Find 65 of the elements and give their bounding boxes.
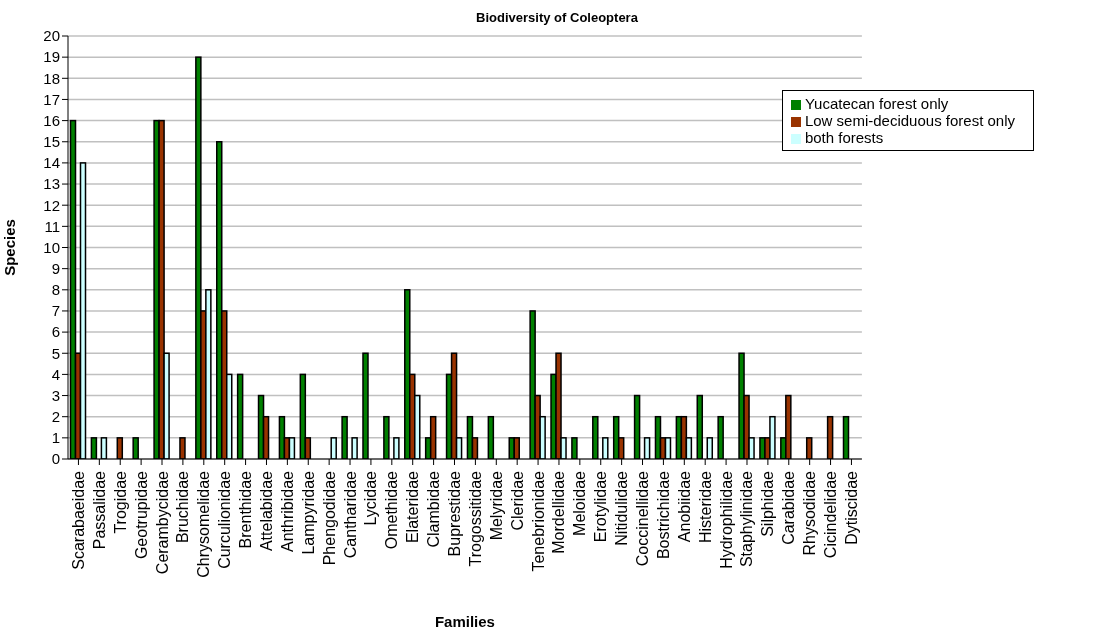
x-tick-label: Silphidae	[759, 470, 777, 537]
x-tick-label: Chrysomelidae	[195, 470, 213, 578]
x-tick-label: Clambidae	[425, 470, 443, 548]
y-tick-label: 14	[43, 154, 60, 172]
y-tick-label: 15	[43, 133, 60, 151]
x-axis-title: Families	[434, 613, 495, 630]
x-tick-label: Meloidae	[571, 470, 589, 536]
y-tick-label: 13	[43, 175, 60, 193]
y-tick-label: 5	[51, 344, 60, 362]
x-tick-label: Staphylinidae	[738, 470, 756, 568]
x-tick-label: Cerambycidae	[153, 470, 171, 575]
y-tick-label: 7	[51, 302, 60, 320]
chart-title: Biodiversity of Coleoptera	[475, 10, 639, 25]
x-tick-label: Lycidae	[362, 470, 380, 526]
y-tick-label: 9	[51, 259, 60, 277]
y-tick-label: 3	[51, 386, 60, 404]
y-tick-label: 4	[51, 365, 60, 383]
x-tick-label: Cantharidae	[341, 470, 359, 559]
y-tick-label: 2	[51, 408, 60, 426]
x-tick-label: Geotrupidae	[132, 470, 150, 560]
x-tick-label: Trogossitidae	[466, 470, 484, 567]
x-tick-label: Coccinellidae	[634, 470, 652, 567]
x-tick-label: Anobiidae	[675, 470, 693, 543]
x-tick-label: Cleridae	[508, 470, 526, 531]
x-tick-label: Histeridae	[696, 470, 714, 544]
y-tick-label: 11	[44, 217, 60, 235]
y-tick-label: 17	[43, 90, 60, 108]
y-tick-label: 12	[43, 196, 60, 214]
x-tick-label: Brenthidae	[237, 470, 255, 549]
legend-label: Yucatecan forest only	[804, 95, 949, 112]
x-tick-label: Curculionidae	[216, 470, 234, 569]
x-tick-label: Erotylidae	[592, 470, 610, 543]
x-tick-label: Omethidae	[383, 470, 401, 550]
x-tick-label: Phengodidae	[320, 470, 338, 566]
x-tick-label: Carabidae	[780, 470, 798, 545]
x-tick-label: Mordellidae	[550, 470, 568, 554]
legend-label: both forests	[804, 129, 884, 146]
x-tick-label: Nitidulidae	[613, 470, 631, 546]
y-tick-label: 8	[51, 281, 60, 299]
x-tick-label: Anthribidae	[278, 470, 296, 552]
y-tick-label: 16	[43, 111, 60, 129]
legend-label: Low semi-deciduous forest only	[804, 112, 1015, 129]
x-tick-label: Attelabidae	[257, 470, 275, 552]
x-tick-label: Rhysodidae	[801, 470, 819, 556]
y-tick-label: 1	[51, 429, 60, 447]
y-tick-label: 6	[51, 323, 60, 341]
x-tick-label: Passalidae	[90, 470, 108, 550]
x-tick-label: Dytiscidae	[842, 470, 860, 545]
y-axis-title: Species	[1, 219, 19, 276]
x-tick-label: Melyridae	[487, 470, 505, 541]
x-tick-label: Elateridae	[404, 470, 422, 544]
x-tick-label: Scarabaeidae	[69, 470, 87, 570]
y-tick-label: 18	[43, 69, 60, 87]
x-tick-label: Trogidae	[111, 470, 129, 534]
x-tick-label: Hydrophilidae	[717, 470, 735, 569]
y-tick-label: 19	[43, 48, 60, 66]
y-tick-label: 0	[51, 450, 60, 468]
y-tick-label: 10	[43, 238, 60, 256]
x-tick-label: Lampyridae	[299, 470, 317, 555]
x-tick-label: Bruchidae	[174, 470, 192, 544]
y-tick-label: 20	[43, 27, 60, 45]
x-tick-label: Tenebrionidae	[529, 470, 547, 572]
x-tick-label: Bostrichidae	[654, 470, 672, 560]
x-tick-label: Buprestidae	[446, 470, 463, 557]
x-tick-label: Cicindelidae	[822, 470, 840, 559]
